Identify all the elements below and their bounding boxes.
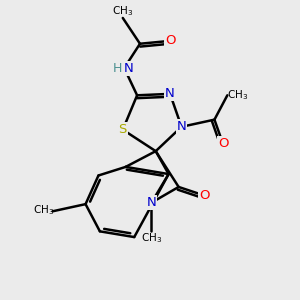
Text: N: N [124, 61, 134, 75]
Text: S: S [118, 123, 127, 136]
Text: N: N [177, 120, 186, 133]
Text: H: H [112, 61, 122, 75]
Text: O: O [199, 189, 210, 202]
Text: N: N [165, 87, 175, 101]
Text: O: O [165, 34, 175, 47]
Text: CH$_3$: CH$_3$ [112, 4, 134, 18]
Text: O: O [218, 137, 228, 151]
Text: CH$_3$: CH$_3$ [227, 88, 248, 102]
Text: N: N [147, 196, 156, 209]
Text: CH$_3$: CH$_3$ [141, 231, 162, 245]
Text: CH$_3$: CH$_3$ [33, 203, 54, 217]
